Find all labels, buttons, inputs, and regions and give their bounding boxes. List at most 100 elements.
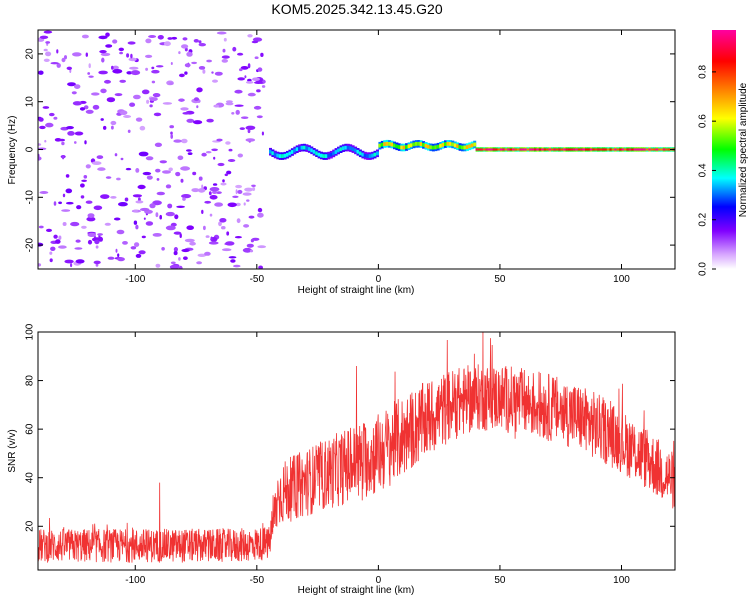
- spectrogram-signal-core: [641, 148, 644, 151]
- spectrogram-noise-blob: [162, 102, 173, 105]
- spectrogram-signal-core: [320, 153, 323, 158]
- spectrogram-noise-blob: [223, 37, 227, 42]
- spectrogram-noise-blob: [237, 153, 243, 158]
- spectrogram-signal-core: [563, 148, 567, 151]
- spectrogram-signal-core: [312, 149, 316, 154]
- spectrogram-signal-core: [434, 145, 438, 150]
- spectrogram-noise-blob: [152, 233, 162, 237]
- spectrogram-signal-core: [638, 148, 642, 151]
- spectrogram-signal-core: [281, 154, 285, 158]
- spectrogram-noise-blob: [93, 205, 103, 211]
- spectrogram-noise-blob: [211, 148, 218, 152]
- spectrogram-signal-core: [405, 145, 409, 149]
- spectrogram-signal-core: [283, 153, 287, 158]
- spectrogram-noise-blob: [134, 242, 140, 248]
- spectrogram-noise-blob: [233, 264, 241, 268]
- spectrogram-noise-blob: [232, 195, 239, 198]
- spectrogram-signal-core: [456, 144, 460, 149]
- spectrogram-noise-blob: [232, 46, 237, 52]
- spectrogram-noise-blob: [91, 92, 100, 96]
- colorbar: 0.0 0.2 0.4 0.6 0.8 Normalized spectral ampl…: [698, 30, 749, 276]
- spectrogram-noise-blob: [169, 264, 180, 269]
- spectrogram-signal-core: [553, 148, 557, 151]
- x-tick-label: 50: [494, 274, 506, 285]
- spectrogram-noise-blob: [70, 263, 73, 268]
- spectrogram-noise-blob: [251, 40, 259, 44]
- spectrogram-noise-blob: [113, 217, 121, 221]
- spectrogram-signal-core: [653, 148, 657, 151]
- spectrogram-noise-blob: [101, 57, 105, 63]
- spectrogram-noise-blob: [234, 236, 242, 239]
- spectrogram-noise-blob: [114, 153, 118, 157]
- spectrogram-noise-blob: [133, 220, 138, 225]
- spectrogram-noise-blob: [87, 213, 95, 219]
- snr-x-axis-label: Height of straight line (km): [298, 585, 415, 596]
- spectrogram-noise-blob: [116, 229, 125, 235]
- y-tick-label: 20: [25, 48, 36, 60]
- spectrogram-signal-core: [295, 147, 299, 152]
- spectrogram-signal-core: [648, 148, 652, 151]
- spectrogram-noise-blob: [100, 52, 111, 57]
- spectrogram-noise-blob: [111, 125, 114, 130]
- spectrogram-noise-blob: [206, 118, 214, 123]
- spectrogram-noise-blob: [105, 176, 112, 179]
- spectrogram-signal-core: [332, 151, 336, 156]
- spectrogram-noise-blob: [85, 200, 93, 204]
- spectrogram-noise-blob: [81, 225, 87, 229]
- spectrogram-noise-blob: [130, 70, 141, 76]
- spectrogram-signal-core: [422, 143, 426, 147]
- spectrogram-noise-blob: [246, 199, 250, 202]
- spectrogram-signal-core: [499, 148, 503, 151]
- spectrogram-signal-core: [461, 145, 464, 150]
- spectrogram-signal-core: [307, 147, 311, 151]
- spectrogram-noise-blob: [155, 65, 164, 68]
- spectrogram-noise-blob: [132, 194, 142, 198]
- spectrogram-noise-blob: [74, 141, 77, 144]
- spectrogram-noise-blob: [161, 247, 165, 251]
- spectrogram-noise-blob: [112, 39, 118, 44]
- spectrogram-signal-core: [273, 152, 277, 157]
- spectrogram-noise-blob: [45, 41, 51, 44]
- spectrogram-signal-core: [665, 148, 669, 151]
- spectrogram-noise-blob: [208, 191, 212, 196]
- spectrogram-signal-core: [349, 146, 353, 150]
- spectrogram-noise-blob: [245, 81, 254, 84]
- spectrogram-noise-blob: [178, 51, 181, 55]
- spectrogram-noise-blob: [87, 232, 97, 237]
- spectrogram-noise-blob: [126, 71, 133, 75]
- spectrogram-signal-core: [278, 154, 282, 158]
- spectrogram-signal-core: [602, 148, 606, 151]
- spectrogram-signal-core: [429, 145, 433, 150]
- spectrogram-noise-blob: [155, 212, 159, 218]
- spectrogram-noise-blob: [167, 37, 173, 40]
- spectrogram-signal-core: [534, 148, 537, 151]
- spectrogram-signal-core: [431, 145, 435, 150]
- spectrogram-noise-blob: [159, 160, 167, 164]
- spectrogram-signal-core: [446, 141, 450, 146]
- spectrogram-noise-blob: [104, 222, 111, 226]
- spectrogram-noise-blob: [169, 125, 174, 129]
- spectrogram-noise-blob: [114, 93, 123, 97]
- spectrogram-noise-blob: [183, 256, 188, 261]
- spectrogram-noise-blob: [62, 193, 66, 198]
- spectrogram-signal-core: [507, 148, 511, 151]
- spectrogram-noise-blob: [96, 155, 104, 160]
- spectrogram-noise-blob: [181, 138, 188, 144]
- spectrogram-noise-blob: [221, 248, 232, 252]
- spectrogram-noise-blob: [235, 189, 238, 195]
- spectrogram-signal-core: [317, 152, 321, 157]
- spectrogram-signal-core: [597, 148, 601, 151]
- snr-y-axis-label: SNR (v/v): [7, 429, 18, 472]
- spectrogram-noise-blob: [141, 89, 150, 95]
- spectrogram-noise-blob: [149, 97, 158, 102]
- spectrogram-noise-blob: [178, 265, 183, 269]
- spectrogram-noise-blob: [156, 178, 160, 181]
- spectrogram-noise-blob: [62, 155, 65, 160]
- spectrogram-noise-blob: [170, 261, 176, 265]
- spectrogram-signal-core: [555, 148, 559, 151]
- spectrogram-signal-core: [621, 148, 625, 151]
- spectrogram-noise-blob: [153, 112, 162, 117]
- spectrogram-signal-core: [356, 149, 360, 154]
- spectrogram-signal-core: [565, 148, 569, 151]
